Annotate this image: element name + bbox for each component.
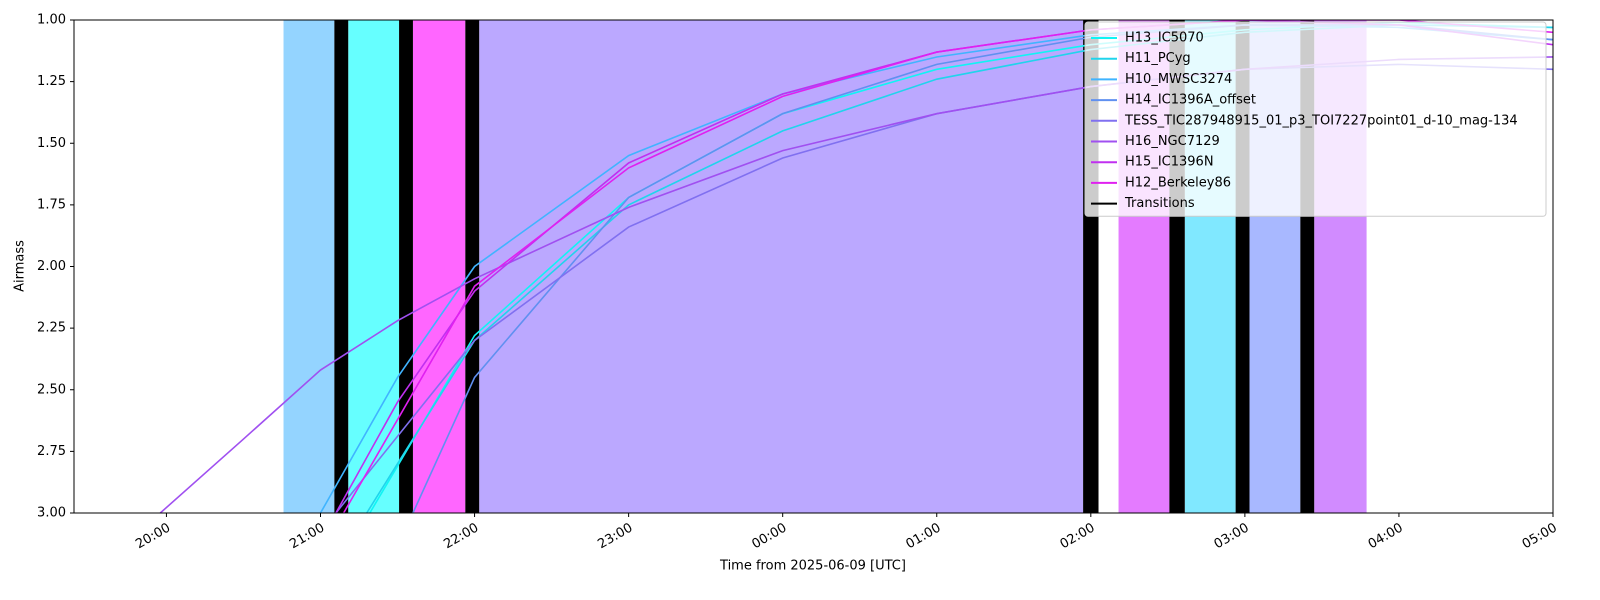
x-tick-label: 05:00 [1520, 521, 1560, 553]
x-tick-label: 01:00 [904, 521, 944, 553]
y-tick-label: 1.50 [37, 136, 66, 151]
y-axis-label: Airmass [13, 240, 28, 292]
y-tick-label: 2.25 [37, 321, 66, 336]
transition-span [399, 20, 413, 513]
legend-box [1084, 21, 1547, 217]
y-tick-label: 2.75 [37, 444, 66, 459]
legend-label: H10_MWSC3274 [1125, 72, 1232, 87]
observation-span [283, 20, 335, 513]
legend-label: H14_IC1396A_offset [1125, 93, 1256, 108]
legend: H13_IC5070 H11_PCyg H10_MWSC3274 H14_IC1396… [1084, 21, 1547, 217]
legend-label: H16_NGC7129 [1125, 134, 1220, 149]
y-tick-label: 1.75 [37, 197, 66, 212]
legend-label: H12_Berkeley86 [1125, 175, 1231, 190]
y-tick-label: 1.00 [37, 13, 66, 28]
x-tick-label: 03:00 [1212, 521, 1252, 553]
legend-label: H13_IC5070 [1125, 31, 1204, 46]
y-tick-label: 2.00 [37, 259, 66, 274]
spans [283, 20, 1367, 513]
legend-label: Transitions [1124, 196, 1195, 211]
x-tick-label: 21:00 [287, 521, 327, 553]
y-tick-label: 3.00 [37, 506, 66, 521]
y-tick-label: 1.25 [37, 74, 66, 89]
observation-span [412, 20, 466, 513]
legend-label: H11_PCyg [1125, 51, 1191, 66]
legend-label: H15_IC1396N [1125, 155, 1214, 170]
x-tick-label: 02:00 [1058, 521, 1098, 553]
x-tick-label: 23:00 [595, 521, 635, 553]
legend-label: TESS_TIC287948915_01_p3_TOI7227point01_d… [1124, 113, 1518, 128]
transition-span [334, 20, 349, 513]
airmass-line [342, 20, 1553, 513]
transition-span [465, 20, 480, 513]
x-tick-label: 04:00 [1366, 521, 1406, 553]
x-tick-label: 00:00 [749, 521, 789, 553]
plot-frame [73, 19, 1554, 514]
y-tick-label: 2.50 [37, 382, 66, 397]
observation-span [479, 20, 1084, 513]
x-tick-label: 20:00 [133, 521, 173, 553]
x-axis-label: Time from 2025-06-09 [UTC] [719, 559, 906, 574]
observation-span [348, 20, 400, 513]
x-tick-label: 22:00 [441, 521, 481, 553]
